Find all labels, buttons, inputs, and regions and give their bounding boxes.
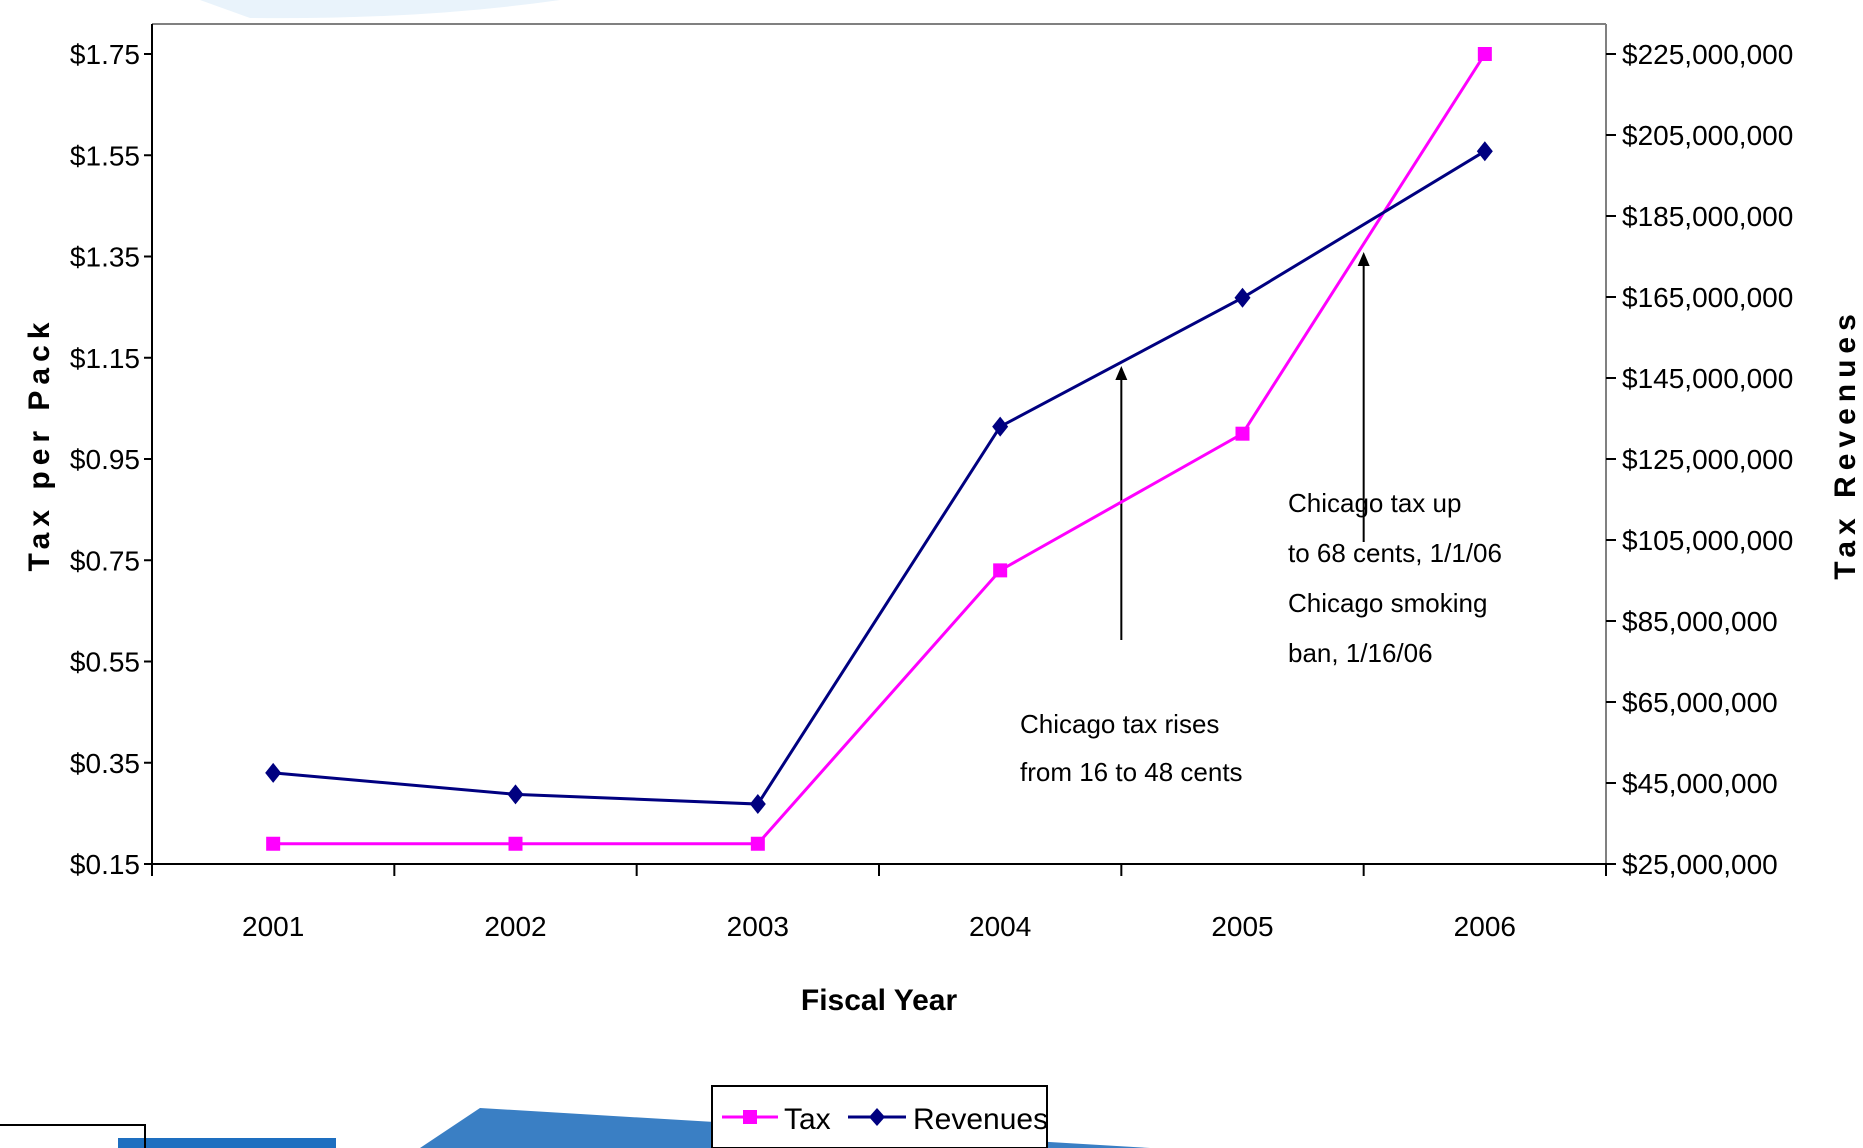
y-tick-label: $0.95 — [70, 444, 140, 475]
data-point-revenues — [749, 794, 766, 815]
annotation-text: Chicago tax rises — [1020, 709, 1219, 739]
legend-marker-revenues — [869, 1108, 885, 1126]
x-tick-label: 2001 — [242, 911, 304, 942]
legend-marker-tax — [743, 1110, 757, 1124]
y-tick-label: $1.75 — [70, 39, 140, 70]
x-tick-label: 2006 — [1454, 911, 1516, 942]
y2-tick-label: $45,000,000 — [1622, 768, 1778, 799]
data-point-tax — [508, 836, 523, 851]
legend-label-revenues: Revenues — [913, 1103, 1048, 1136]
data-point-revenues — [1234, 287, 1251, 308]
x-tick-label: 2002 — [484, 911, 546, 942]
x-tick-label: 2005 — [1211, 911, 1273, 942]
legend-item-revenues: Revenues — [848, 1103, 1048, 1136]
annotation-arrowhead — [1357, 252, 1370, 266]
data-point-revenues — [507, 784, 524, 805]
annotation-arrowhead — [1115, 366, 1128, 380]
y-tick-label: $1.35 — [70, 242, 140, 273]
y2-tick-label: $65,000,000 — [1622, 687, 1778, 718]
legend-item-tax: Tax — [722, 1103, 831, 1136]
annotation-text: ban, 1/16/06 — [1288, 638, 1433, 668]
series-tax — [266, 47, 1492, 851]
data-point-revenues — [265, 762, 282, 783]
y-tick-label: $0.35 — [70, 748, 140, 779]
y2-tick-label: $165,000,000 — [1622, 282, 1793, 313]
y2-tick-label: $85,000,000 — [1622, 606, 1778, 637]
y2-axis-title: Tax Revenues — [1829, 308, 1862, 580]
y2-tick-label: $125,000,000 — [1622, 444, 1793, 475]
x-tick-label: 2003 — [727, 911, 789, 942]
legend-label-tax: Tax — [784, 1103, 831, 1136]
data-point-tax — [993, 563, 1008, 578]
series-revenues — [265, 141, 1493, 815]
data-point-tax — [1477, 47, 1492, 61]
annotation-text: Chicago smoking — [1288, 588, 1487, 618]
data-point-tax — [266, 836, 281, 851]
annotation-text: from 16 to 48 cents — [1020, 757, 1243, 787]
y-tick-label: $0.15 — [70, 849, 140, 880]
data-point-tax — [750, 836, 765, 851]
series-line-revenues — [273, 149, 1486, 806]
y-tick-label: $0.55 — [70, 647, 140, 678]
annotation-2: Chicago tax up to 68 cents, 1/1/06 Chicago… — [1288, 252, 1502, 668]
y-tick-label: $1.55 — [70, 140, 140, 171]
annotation-1: Chicago tax rises from 16 to 48 cents — [1020, 366, 1243, 787]
data-point-revenues — [1476, 141, 1493, 162]
y2-tick-label: $225,000,000 — [1622, 39, 1793, 70]
y2-tick-label: $185,000,000 — [1622, 201, 1793, 232]
axes: $0.15 $0.35 $0.55 $0.75 $0.95 $1.15 $1.35 $1.55… — [70, 24, 1793, 942]
data-point-tax — [1235, 426, 1250, 441]
y2-tick-label: $145,000,000 — [1622, 363, 1793, 394]
series-line-tax — [273, 53, 1487, 846]
series — [265, 47, 1493, 851]
annotation-text: to 68 cents, 1/1/06 — [1288, 538, 1502, 568]
background-decoration — [0, 0, 1150, 1148]
y-axis-title: Tax per Pack — [23, 317, 56, 572]
plot-area — [152, 23, 1607, 864]
x-tick-label: 2004 — [969, 911, 1031, 942]
x-axis-title: Fiscal Year — [801, 984, 958, 1017]
data-point-revenues — [992, 416, 1009, 437]
y-tick-label: $0.75 — [70, 545, 140, 576]
annotation-text: Chicago tax up — [1288, 488, 1461, 518]
legend: Tax Revenues — [711, 1085, 1048, 1148]
y2-tick-label: $205,000,000 — [1622, 120, 1793, 151]
y2-tick-label: $105,000,000 — [1622, 525, 1793, 556]
y-tick-label: $1.15 — [70, 343, 140, 374]
y2-tick-label: $25,000,000 — [1622, 849, 1778, 880]
